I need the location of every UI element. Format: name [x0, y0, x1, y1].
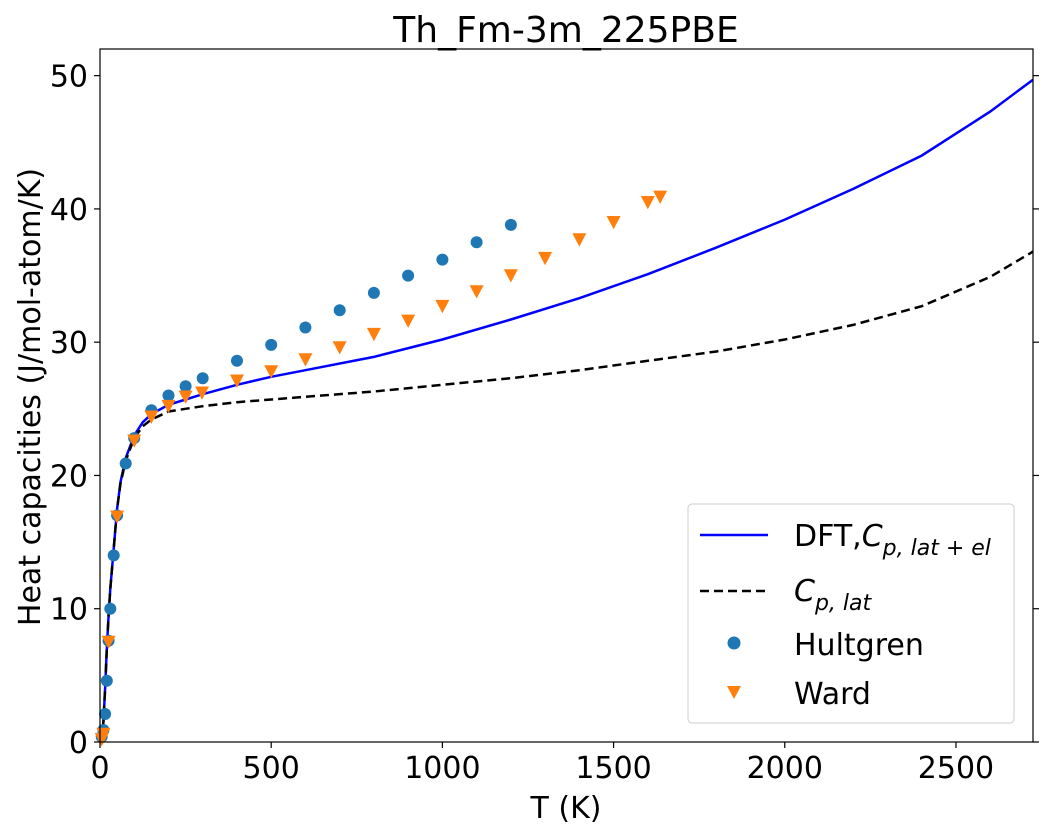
- point-ward: [640, 195, 655, 210]
- x-tick-label: 1000: [404, 751, 480, 786]
- x-tick-label: 2000: [747, 751, 823, 786]
- x-tick-label: 0: [90, 751, 109, 786]
- y-tick-label: 20: [50, 459, 88, 494]
- point-hultgren: [107, 549, 120, 562]
- point-ward: [572, 233, 587, 247]
- point-ward: [127, 434, 142, 448]
- point-ward: [264, 365, 279, 379]
- point-hultgren: [504, 218, 517, 231]
- plot-frame: [99, 48, 1034, 743]
- point-ward: [538, 251, 553, 266]
- legend-label-hultgren: Hultgren: [794, 628, 924, 663]
- point-hultgren: [196, 372, 209, 385]
- y-tick-label: 10: [50, 593, 88, 628]
- y-tick-label: 40: [50, 193, 88, 228]
- point-hultgren: [333, 304, 346, 317]
- chart-title: Th_Fm-3m_225PBE: [392, 10, 738, 51]
- point-ward: [606, 215, 621, 230]
- point-hultgren: [231, 354, 243, 367]
- y-tick-label: 30: [50, 326, 88, 361]
- point-hultgren: [436, 253, 449, 266]
- point-ward: [101, 635, 116, 650]
- point-hultgren: [367, 286, 380, 299]
- x-tick-label: 500: [243, 751, 300, 786]
- legend-label-cp-lat: Cp, lat: [794, 574, 872, 616]
- point-hultgren: [179, 380, 192, 393]
- series-line-cp-lat: [98, 250, 1034, 743]
- point-hultgren: [299, 321, 312, 334]
- point-ward: [435, 299, 450, 314]
- point-hultgren: [470, 236, 483, 249]
- point-ward: [503, 269, 518, 283]
- legend-label-dft: DFT,Cp, lat + el: [794, 519, 991, 561]
- point-ward: [332, 341, 347, 355]
- point-hultgren: [402, 269, 415, 282]
- point-ward: [229, 374, 244, 388]
- legend: DFT,Cp, lat + el Cp, lat Hultgren Ward: [687, 503, 1015, 724]
- point-ward: [298, 353, 313, 367]
- legend-label-ward: Ward: [794, 677, 871, 712]
- legend-frame: [687, 503, 1015, 724]
- x-axis-label: T (K): [530, 791, 602, 826]
- point-ward: [195, 386, 210, 400]
- x-tick-label: 2500: [918, 751, 994, 786]
- point-ward: [110, 510, 125, 524]
- plot-area: [94, 78, 1034, 747]
- point-ward: [178, 390, 193, 404]
- point-ward: [469, 285, 484, 299]
- y-axis-label: Heat capacities (J/mol-atom/K): [13, 168, 48, 626]
- point-hultgren: [265, 338, 278, 351]
- point-hultgren: [119, 457, 132, 470]
- point-ward: [144, 410, 159, 424]
- y-tick-label: 0: [69, 726, 88, 761]
- point-hultgren: [99, 708, 112, 720]
- point-ward: [366, 327, 381, 342]
- point-ward: [653, 190, 668, 204]
- y-tick-label: 50: [50, 60, 88, 95]
- axis-ticks: 0 500 1000 1500 2000 2500 0 10 20 30 40 50: [50, 60, 1039, 786]
- point-hultgren: [100, 674, 113, 687]
- point-hultgren: [104, 602, 117, 615]
- point-ward: [161, 399, 176, 414]
- legend-symbol-ward: [727, 686, 741, 699]
- x-tick-label: 1500: [575, 751, 651, 786]
- legend-symbol-hultgren: [727, 636, 741, 650]
- point-ward: [401, 314, 416, 328]
- point-hultgren: [162, 389, 175, 402]
